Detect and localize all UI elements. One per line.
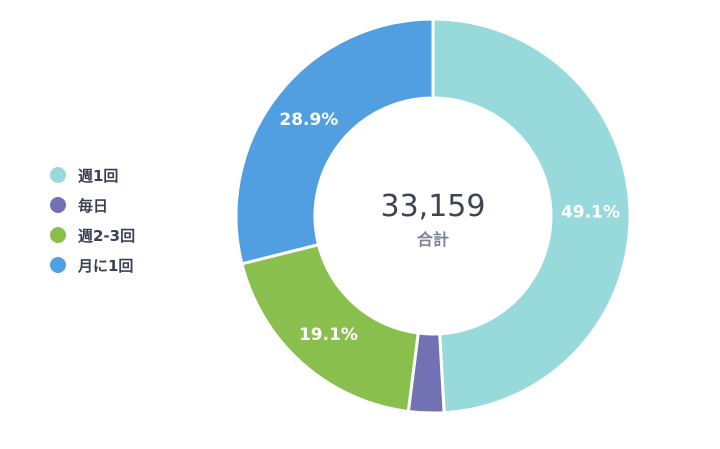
legend-label: 毎日	[78, 196, 109, 215]
legend-swatch	[50, 197, 66, 213]
slice-value-label: 49.1%	[561, 203, 620, 223]
legend-swatch	[50, 227, 66, 243]
chart-legend: 週1回 毎日 週2-3回 月に1回	[50, 160, 135, 280]
legend-item-daily[interactable]: 毎日	[50, 190, 135, 220]
legend-label: 週1回	[78, 166, 119, 185]
center-total-label: 合計	[417, 230, 449, 249]
slice-weekly-2-3[interactable]	[240, 242, 420, 414]
center-total-value: 33,159	[381, 189, 486, 224]
legend-swatch	[50, 257, 66, 273]
legend-item-weekly-once[interactable]: 週1回	[50, 160, 135, 190]
legend-swatch	[50, 167, 66, 183]
legend-item-monthly-once[interactable]: 月に1回	[50, 250, 135, 280]
donut-slices	[234, 17, 632, 415]
legend-item-weekly-2-3[interactable]: 週2-3回	[50, 220, 135, 250]
slice-value-label: 28.9%	[279, 110, 338, 130]
slice-monthly-once[interactable]	[234, 17, 435, 266]
legend-label: 月に1回	[78, 256, 134, 275]
slice-value-label: 19.1%	[299, 325, 358, 345]
legend-label: 週2-3回	[78, 226, 136, 245]
slice-weekly-once[interactable]	[431, 17, 632, 415]
slice-labels: 49.1% 19.1% 28.9%	[279, 110, 620, 345]
